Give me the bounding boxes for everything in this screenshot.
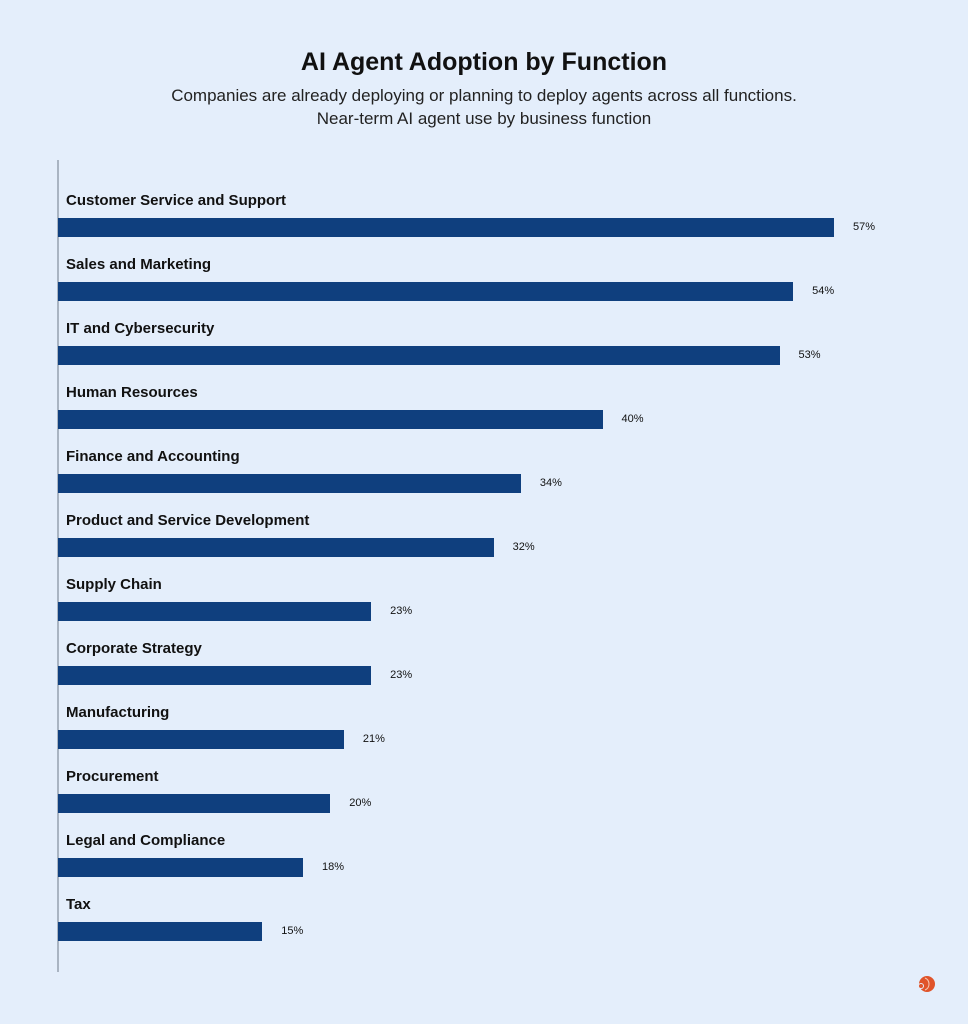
value-label: 21% — [362, 733, 385, 745]
chart-title: AI Agent Adoption by Function — [300, 48, 668, 76]
bar — [58, 474, 521, 493]
value-label: 34% — [539, 477, 562, 489]
value-label: 15% — [281, 925, 304, 937]
category-label: Supply Chain — [66, 576, 162, 593]
value-label: 57% — [853, 221, 876, 233]
category-label: Tax — [66, 896, 91, 913]
bar — [58, 346, 780, 365]
value-label: 53% — [798, 349, 821, 361]
y-axis-line — [57, 160, 59, 972]
category-label: Customer Service and Support — [66, 192, 287, 209]
category-label: IT and Cybersecurity — [66, 320, 215, 337]
bar — [58, 602, 372, 621]
value-label: 23% — [390, 605, 413, 617]
value-label: 54% — [812, 285, 835, 297]
bar — [58, 410, 603, 429]
bar — [58, 922, 263, 941]
category-label: Corporate Strategy — [66, 640, 202, 657]
bar — [58, 282, 794, 301]
value-label: 32% — [512, 541, 535, 553]
chart-subtitle-line-2: Near-term AI agent use by business funct… — [316, 109, 652, 128]
bar — [58, 666, 372, 685]
category-label: Human Resources — [66, 384, 198, 401]
value-label: 23% — [390, 669, 413, 681]
category-label: Legal and Compliance — [66, 832, 226, 849]
value-label: 40% — [621, 413, 644, 425]
brand-logo-icon — [918, 976, 935, 992]
category-label: Finance and Accounting — [66, 448, 240, 465]
bar — [58, 730, 344, 749]
bar — [58, 538, 494, 557]
category-label: Sales and Marketing — [66, 256, 212, 273]
category-label: Manufacturing — [66, 704, 170, 721]
bar — [58, 858, 304, 877]
value-label: 18% — [322, 861, 345, 873]
value-label: 20% — [349, 797, 372, 809]
bar — [58, 218, 834, 237]
category-label: Procurement — [66, 768, 159, 785]
chart-subtitle-line-1: Companies are already deploying or plann… — [171, 86, 797, 105]
bar — [58, 794, 331, 813]
category-label: Product and Service Development — [66, 512, 310, 529]
